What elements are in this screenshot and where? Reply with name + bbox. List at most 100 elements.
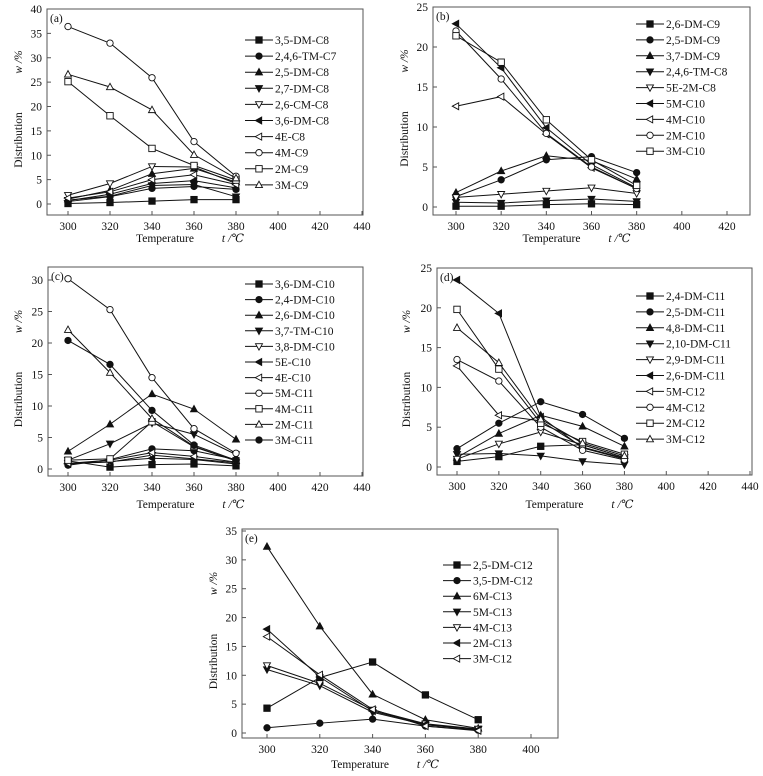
legend-item: 2,4-DM-C11 bbox=[636, 291, 726, 303]
legend-item: 2,6-DM-C11 bbox=[636, 371, 726, 383]
legend-item: 2M-C9 bbox=[245, 164, 308, 176]
panel-e: 300 320 340 360 380 400 0 5 10 15 20 25 30 35 (e) Tempe… bbox=[208, 526, 559, 771]
legend-label: 2,6-DM-C10 bbox=[275, 310, 335, 322]
legend-marker bbox=[645, 356, 655, 365]
legend-marker bbox=[255, 295, 263, 304]
data-point bbox=[542, 187, 551, 196]
x-tick-label: 400 bbox=[269, 482, 287, 494]
panel-c: 300 320 340 360 380 400 420 440 0 5 10 15 20 25 30 (c) T… bbox=[13, 266, 371, 511]
legend-label: 2,5-DM-C11 bbox=[666, 307, 726, 319]
legend-item: 6M-C13 bbox=[443, 591, 512, 603]
data-point bbox=[587, 156, 596, 164]
legend-marker bbox=[645, 99, 654, 108]
legend-label: 3,6-DM-C8 bbox=[275, 116, 329, 128]
data-point bbox=[632, 198, 641, 207]
legend-label: 4M-C12 bbox=[666, 402, 705, 414]
data-point bbox=[452, 323, 462, 331]
data-point bbox=[494, 411, 503, 420]
y-tick-label: 10 bbox=[32, 401, 44, 413]
data-point bbox=[420, 721, 429, 731]
y-tick-label: 20 bbox=[31, 102, 43, 114]
legend-marker bbox=[255, 280, 263, 288]
legend-item: 4E-C10 bbox=[245, 373, 311, 385]
series-2,4,6-TM-C8 bbox=[451, 195, 641, 208]
data-point bbox=[453, 445, 461, 453]
legend-marker bbox=[646, 20, 654, 28]
x-tick-label: 320 bbox=[311, 744, 329, 756]
data-point bbox=[578, 458, 587, 467]
x-tick-label: 340 bbox=[532, 481, 550, 493]
x-tick-label: 380 bbox=[227, 482, 245, 494]
y-tick-label: 15 bbox=[31, 126, 43, 138]
y-axis-label: Distribution bbox=[399, 111, 411, 167]
legend-label: 3M-C9 bbox=[275, 180, 308, 192]
legend-item: 2M-C11 bbox=[245, 419, 314, 431]
legend-label: 5M-C13 bbox=[473, 607, 512, 619]
data-point bbox=[494, 309, 503, 318]
data-point bbox=[189, 404, 199, 413]
legend-item: 3,7-DM-C9 bbox=[636, 51, 720, 63]
plot-frame bbox=[241, 528, 559, 739]
x-tick-label: 340 bbox=[143, 221, 161, 233]
data-point bbox=[453, 305, 461, 314]
legend-marker bbox=[452, 638, 461, 648]
data-point bbox=[495, 377, 503, 385]
data-point bbox=[496, 166, 506, 175]
data-point bbox=[496, 191, 506, 199]
legend-marker bbox=[645, 434, 655, 443]
legend-marker bbox=[255, 405, 263, 413]
legend-item: 5M-C12 bbox=[636, 386, 705, 398]
legend: 2,6-DM-C9 2,5-DM-C9 3,7-DM-C9 2,4,6-TM-C8 5E… bbox=[636, 19, 728, 158]
y-tick-label: 10 bbox=[31, 150, 43, 162]
legend-label: 3,5-DM-C12 bbox=[473, 576, 533, 588]
y-axis-label: Distribution bbox=[208, 633, 220, 689]
data-point bbox=[452, 455, 462, 464]
legend-marker bbox=[453, 561, 461, 569]
legend-label: 2M-C9 bbox=[275, 164, 308, 176]
data-point bbox=[106, 305, 114, 314]
series-line bbox=[456, 327, 625, 457]
y-tick-label: 0 bbox=[231, 728, 237, 740]
legend-item: 3,6-DM-C8 bbox=[245, 116, 329, 128]
data-point bbox=[495, 419, 503, 427]
x-tick-label: 420 bbox=[311, 482, 329, 494]
legend-item: 4M-C10 bbox=[636, 114, 705, 126]
legend-label: 3M-C10 bbox=[666, 146, 705, 158]
data-point bbox=[63, 193, 72, 203]
data-point bbox=[148, 197, 156, 205]
x-axis-unit: t /℃ bbox=[611, 499, 633, 511]
data-point bbox=[578, 421, 587, 430]
legend-item: 5M-C13 bbox=[443, 607, 512, 619]
data-point bbox=[542, 116, 550, 124]
legend-label: 6M-C13 bbox=[473, 591, 512, 603]
x-axis-unit: t /℃ bbox=[608, 233, 630, 245]
legend-item: 2M-C12 bbox=[636, 418, 705, 430]
x-tick-label: 360 bbox=[185, 221, 203, 233]
x-tick-label: 300 bbox=[258, 744, 276, 756]
y-tick-label: 5 bbox=[422, 162, 428, 174]
data-point bbox=[315, 680, 325, 689]
y-tick-label: 5 bbox=[37, 433, 43, 445]
x-axis-unit: t /℃ bbox=[222, 499, 244, 511]
y-tick-label: 25 bbox=[421, 263, 433, 275]
legend-label: 5M-C10 bbox=[666, 99, 705, 111]
panel-a: 300 320 340 360 380 400 420 440 0 5 10 15 20 25 30 35 40… bbox=[13, 4, 371, 245]
data-point bbox=[453, 355, 461, 364]
data-point bbox=[262, 632, 271, 641]
x-tick-label: 440 bbox=[741, 481, 759, 493]
legend-marker bbox=[646, 419, 654, 427]
series-5M-C11 bbox=[64, 275, 240, 457]
data-point bbox=[147, 105, 157, 114]
series-line bbox=[67, 73, 237, 179]
series-line bbox=[266, 546, 479, 729]
panel-label: (e) bbox=[245, 533, 258, 545]
data-point bbox=[262, 541, 272, 550]
x-tick-label: 360 bbox=[574, 481, 592, 493]
legend-item: 2,5-DM-C12 bbox=[443, 560, 533, 572]
legend-item: 3,8-DM-C10 bbox=[245, 341, 335, 353]
data-point bbox=[578, 438, 587, 447]
data-point bbox=[64, 275, 72, 283]
data-point bbox=[105, 82, 115, 91]
y-tick-label: 0 bbox=[422, 202, 428, 214]
